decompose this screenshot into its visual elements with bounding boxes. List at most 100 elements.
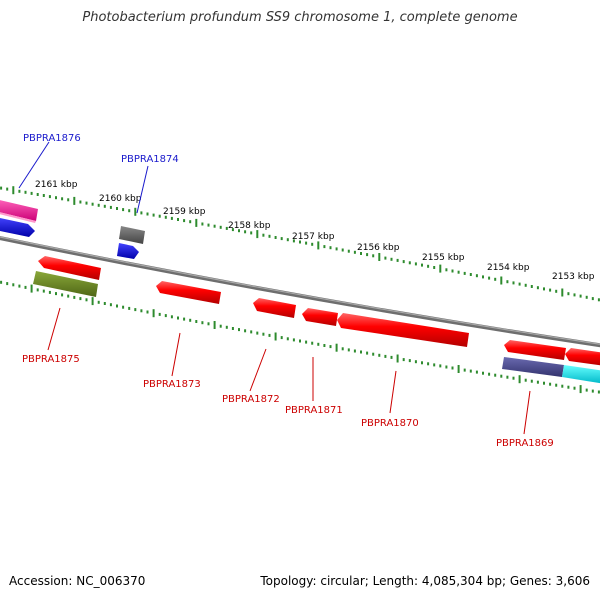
scale-tick-major — [500, 276, 503, 285]
scale-tick-minor — [183, 317, 186, 321]
scale-tick-minor — [48, 195, 51, 199]
gene-red[interactable] — [38, 256, 101, 280]
gene-pbpra1871[interactable] — [302, 308, 338, 326]
scale-tick-minor — [347, 249, 350, 253]
scale-tick-minor — [494, 373, 497, 377]
tick-label: 2161 kbp — [35, 180, 78, 190]
scale-tick-minor — [262, 332, 265, 336]
scale-tick-minor — [140, 309, 143, 313]
scale-tick-minor — [116, 304, 118, 308]
gene-cyan[interactable] — [562, 365, 600, 384]
tick-label: 2156 kbp — [357, 243, 400, 253]
gene-red-right-2[interactable] — [565, 348, 600, 366]
scale-tick-minor — [286, 238, 289, 242]
scale-tick-minor — [366, 351, 369, 355]
leader-line — [136, 165, 149, 214]
scale-tick-minor — [323, 245, 326, 249]
gene-label-pbpra1874: PBPRA1874 — [121, 154, 179, 165]
genome-summary: Topology: circular; Length: 4,085,304 bp… — [260, 574, 590, 588]
leader-line — [249, 348, 267, 392]
scale-tick-minor — [122, 305, 125, 309]
scale-tick-minor — [42, 194, 45, 197]
scale-tick-minor — [73, 295, 76, 299]
scale-tick-minor — [91, 202, 94, 206]
gene-pbpra1870[interactable] — [337, 313, 469, 347]
scale-tick-major — [317, 241, 320, 250]
scale-tick-minor — [219, 324, 222, 328]
tick-label: 2155 kbp — [422, 253, 465, 263]
scale-tick-minor — [170, 216, 173, 220]
scale-tick-minor — [597, 390, 600, 394]
gene-label-pbpra1870: PBPRA1870 — [361, 418, 419, 429]
scale-tick-minor — [244, 329, 247, 333]
scale-tick-minor — [451, 366, 454, 370]
scale-tick-minor — [292, 338, 295, 342]
gene-pbpra1872[interactable] — [253, 298, 296, 318]
genome-backbone — [0, 235, 600, 348]
scale-tick-minor — [286, 337, 289, 341]
gene-pbpra1876[interactable] — [0, 199, 38, 223]
scale-tick-minor — [421, 361, 423, 365]
scale-tick-minor — [384, 256, 387, 260]
scale-tick-minor — [116, 207, 118, 210]
scale-tick-minor — [238, 229, 240, 233]
scale-tick-minor — [524, 283, 527, 287]
scale-tick-minor — [335, 247, 338, 251]
scale-tick-minor — [85, 298, 88, 302]
scale-tick-minor — [360, 350, 362, 354]
tick-label: 2160 kbp — [99, 194, 142, 204]
scale-tick-major — [91, 297, 94, 306]
gene-pbpra1873[interactable] — [156, 281, 221, 304]
scale-tick-minor — [67, 294, 70, 298]
scale-tick-minor — [299, 240, 301, 244]
gene-gray[interactable] — [119, 226, 145, 244]
scale-tick-minor — [189, 318, 192, 322]
scale-tick-minor — [451, 269, 454, 273]
gene-blue-forward[interactable] — [0, 217, 35, 237]
scale-tick-minor — [61, 293, 64, 297]
scale-tick-minor — [201, 222, 204, 226]
scale-tick-major — [335, 343, 338, 352]
gene-pbpra1875[interactable] — [33, 271, 98, 297]
scale-tick-minor — [268, 234, 271, 238]
accession-text: Accession: NC_006370 — [9, 574, 146, 588]
scale-tick-minor — [518, 282, 521, 286]
gene-red-right-1[interactable] — [504, 340, 566, 360]
gene-label-pbpra1875: PBPRA1875 — [22, 354, 80, 365]
gene-label-pbpra1871: PBPRA1871 — [285, 405, 343, 416]
scale-tick-minor — [225, 226, 228, 230]
scale-tick-minor — [353, 250, 356, 254]
gene-pbpra1869[interactable] — [502, 357, 564, 377]
scale-tick-minor — [463, 271, 466, 275]
gene-pbpra1874[interactable] — [117, 243, 139, 259]
scale-tick-minor — [323, 344, 326, 347]
scale-tick-major — [561, 288, 564, 297]
scale-tick-minor — [573, 386, 576, 390]
scale-tick-minor — [195, 320, 198, 323]
scale-tick-minor — [207, 322, 210, 326]
scale-tick-minor — [488, 372, 491, 376]
scale-tick-minor — [469, 273, 472, 276]
scale-tick-minor — [427, 362, 430, 366]
scale-tick-minor — [475, 370, 478, 374]
scale-tick-minor — [42, 289, 45, 293]
scale-tick-minor — [384, 354, 387, 358]
scale-tick-minor — [219, 225, 222, 229]
scale-tick-minor — [469, 369, 472, 373]
scale-tick-minor — [12, 283, 15, 287]
scale-tick-minor — [536, 286, 539, 290]
scale-tick-minor — [506, 280, 509, 284]
scale-tick-minor — [524, 378, 527, 382]
scale-tick-minor — [549, 288, 552, 292]
scale-tick-minor — [433, 266, 436, 269]
scale-tick-minor — [189, 220, 192, 224]
scale-tick-minor — [317, 342, 320, 346]
scale-tick-minor — [238, 328, 240, 332]
scale-tick-minor — [494, 277, 497, 281]
scale-tick-minor — [482, 275, 484, 279]
scale-tick-minor — [347, 348, 350, 352]
scale-tick-major — [396, 354, 399, 363]
scale-tick-major — [12, 186, 15, 195]
scale-tick-minor — [482, 371, 484, 375]
